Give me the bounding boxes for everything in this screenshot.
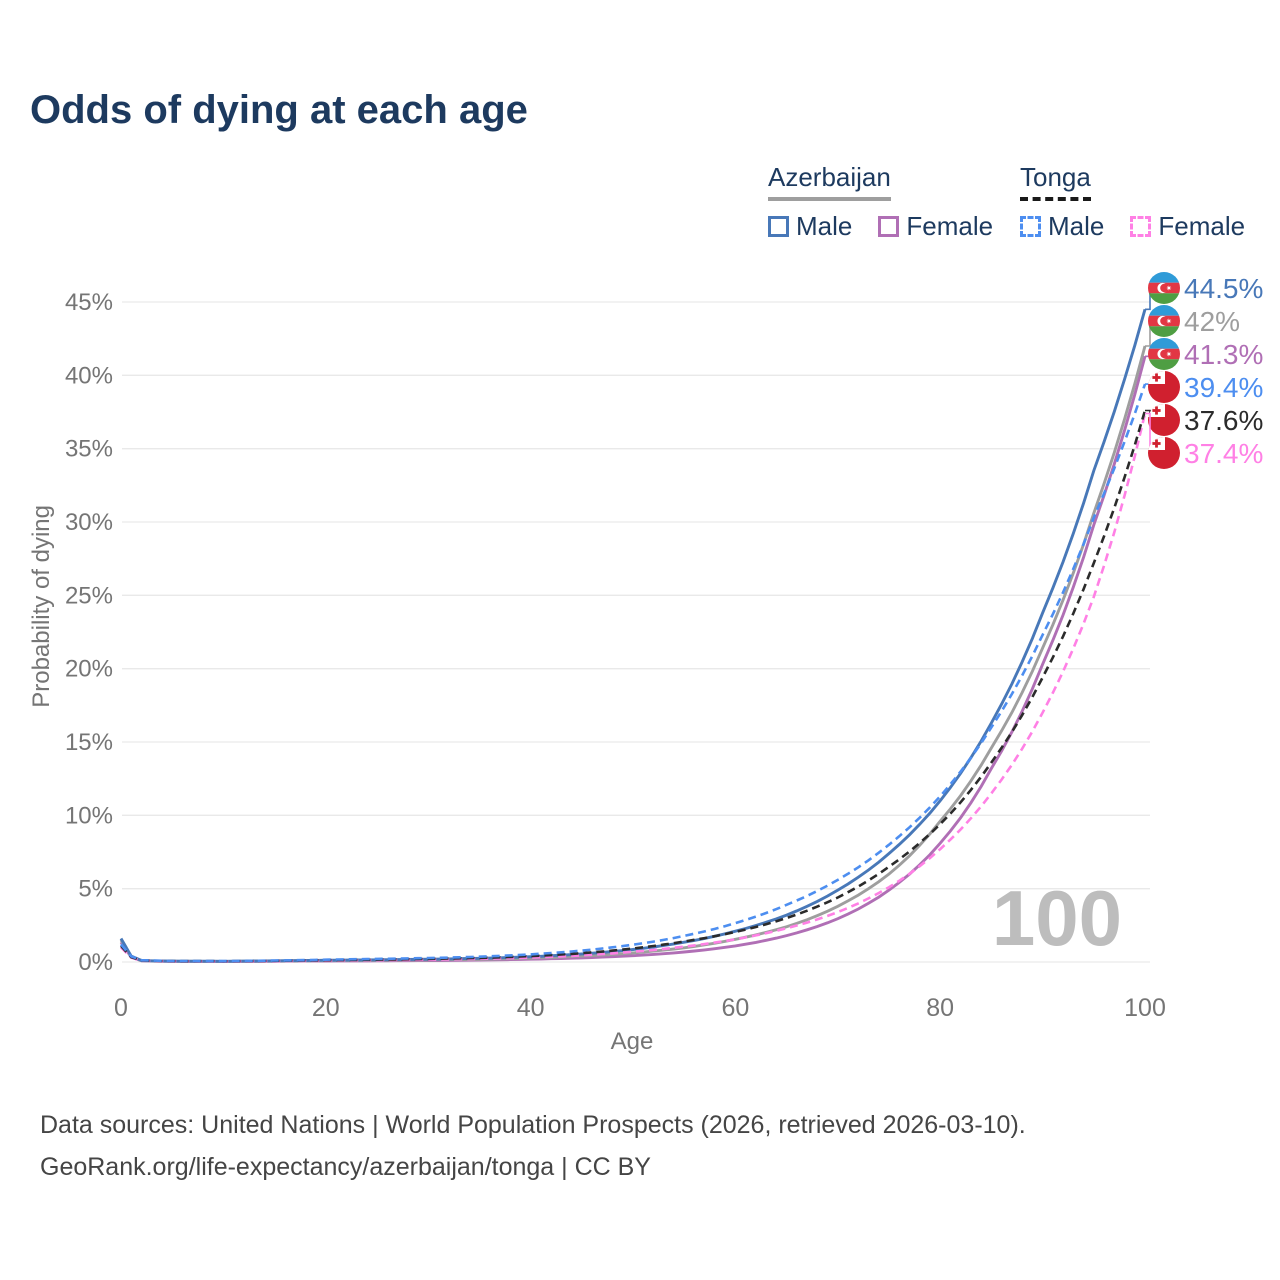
y-tick-label: 0% <box>78 949 113 976</box>
end-label-value: 39.4% <box>1184 372 1263 403</box>
y-tick-label: 40% <box>65 362 113 389</box>
data-sources-text: Data sources: United Nations | World Pop… <box>40 1111 1026 1139</box>
footer: Data sources: United Nations | World Pop… <box>40 1104 1026 1188</box>
legend-group-azerbaijan: Azerbaijan Male Female <box>768 162 993 242</box>
series-line-azerbaijan-female <box>119 355 1147 963</box>
azerbaijan-female-swatch-icon <box>878 216 900 237</box>
legend-items-azerbaijan: Male Female <box>768 211 993 242</box>
series-line-tonga-male <box>120 383 1147 963</box>
page-title: Odds of dying at each age <box>30 88 528 132</box>
y-tick-label: 10% <box>65 802 113 829</box>
watermark: 100 <box>992 874 1122 962</box>
end-label-tonga-all: 37.6% <box>1148 404 1263 436</box>
y-tick-label: 15% <box>65 729 113 756</box>
y-tick-label: 20% <box>65 656 113 683</box>
end-label-azerbaijan-female: 41.3% <box>1148 338 1263 370</box>
x-tick-label: 80 <box>926 994 954 1022</box>
legend-country-tonga: Tonga <box>1020 162 1091 201</box>
end-label-value: 41.3% <box>1184 339 1263 370</box>
end-label-azerbaijan-male: 44.5% <box>1148 272 1263 304</box>
legend-item-label: Female <box>1158 211 1246 241</box>
azerbaijan-flag-icon <box>1148 272 1180 304</box>
x-tick-label: 0 <box>114 994 128 1022</box>
y-tick-label: 35% <box>65 436 113 463</box>
legend-item-label: Male <box>1048 211 1105 241</box>
tonga-flag-icon <box>1148 371 1180 403</box>
x-tick-label: 100 <box>1124 994 1166 1022</box>
legend-group-tonga: Tonga Male Female <box>1020 162 1245 242</box>
azerbaijan-flag-icon <box>1148 305 1180 337</box>
azerbaijan-flag-icon <box>1148 338 1180 370</box>
end-label-tonga-female: 37.4% <box>1148 437 1263 469</box>
legend-item-label: Female <box>906 211 994 241</box>
end-label-tonga-male: 39.4% <box>1148 371 1263 403</box>
series-line-azerbaijan-male <box>119 308 1147 963</box>
tonga-female-swatch-icon <box>1130 216 1152 237</box>
series-line-azerbaijan-all <box>119 345 1147 963</box>
tonga-flag-icon <box>1148 404 1180 436</box>
end-label-value: 37.4% <box>1184 438 1263 469</box>
legend-item-azerbaijan-female: Female <box>878 211 993 242</box>
end-label-value: 37.6% <box>1184 405 1263 436</box>
end-label-value: 44.5% <box>1184 273 1263 304</box>
x-tick-label: 40 <box>517 994 545 1022</box>
legend-item-azerbaijan-male: Male <box>768 211 852 242</box>
legend-item-tonga-male: Male <box>1020 211 1104 242</box>
x-axis-title: Age <box>610 1028 654 1055</box>
tonga-flag-icon <box>1148 437 1180 469</box>
legend-country-azerbaijan: Azerbaijan <box>768 162 891 201</box>
azerbaijan-male-swatch-icon <box>768 216 789 237</box>
y-tick-label: 25% <box>65 582 113 609</box>
legend-item-label: Male <box>796 211 853 241</box>
tonga-male-swatch-icon <box>1020 216 1041 237</box>
x-tick-label: 60 <box>721 994 749 1022</box>
end-label-azerbaijan-all: 42% <box>1148 305 1240 337</box>
end-label-value: 42% <box>1184 306 1240 337</box>
y-tick-label: 5% <box>78 876 113 903</box>
legend-items-tonga: Male Female <box>1020 211 1245 242</box>
y-tick-label: 30% <box>65 509 113 536</box>
y-tick-label: 45% <box>65 289 113 316</box>
attribution-text: GeoRank.org/life-expectancy/azerbaijan/t… <box>40 1153 651 1181</box>
x-tick-label: 20 <box>312 994 340 1022</box>
legend-item-tonga-female: Female <box>1130 211 1245 242</box>
